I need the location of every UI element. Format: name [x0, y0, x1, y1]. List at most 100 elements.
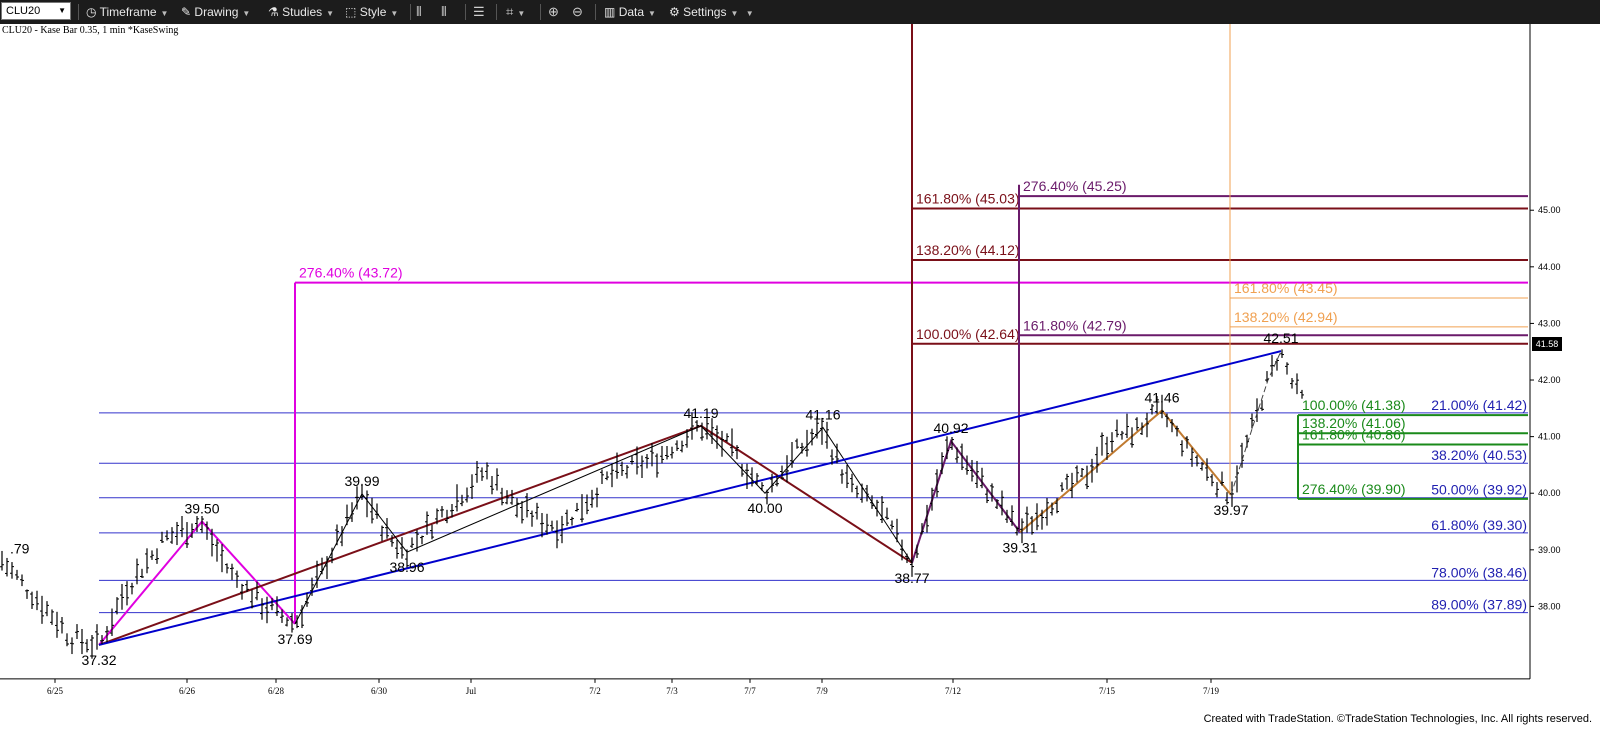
toolbar-divider — [540, 4, 541, 20]
studies-button[interactable]: ⚗ Studies ▼ — [268, 0, 334, 24]
retracement-label: 78.00% (38.46) — [1431, 564, 1527, 580]
price-bars — [0, 349, 1304, 659]
swing-label: 39.31 — [1002, 539, 1037, 555]
wave-line — [98, 350, 1282, 646]
y-tick-label: 43.00 — [1538, 318, 1561, 328]
style-button[interactable]: ⬚ Style ▼ — [345, 0, 398, 24]
wave-line — [98, 424, 913, 646]
toolbar-divider — [410, 4, 411, 20]
x-tick-label: 6/30 — [371, 686, 388, 696]
extension-label: 161.80% (42.79) — [1023, 317, 1127, 333]
gear-icon: ⚙ — [669, 5, 680, 19]
extension-label: 138.20% (41.06) — [1302, 415, 1406, 431]
y-tick-label: 44.00 — [1538, 262, 1561, 272]
x-tick-label: 6/25 — [47, 686, 64, 696]
swing-label: 37.69 — [277, 631, 312, 647]
chart-layout-icon[interactable]: ☰ — [473, 4, 485, 19]
pencil-icon: ✎ — [181, 5, 192, 19]
swing-label: 39.99 — [344, 473, 379, 489]
retracement-label: 38.20% (40.53) — [1431, 447, 1527, 463]
x-tick-label: Jul — [466, 686, 477, 696]
chevron-down-icon: ▼ — [160, 9, 169, 18]
clock-icon: ◷ — [86, 5, 97, 19]
overflow-chevron-icon: ▼ — [745, 9, 754, 18]
chevron-down-icon: ▼ — [58, 6, 66, 15]
swing-label: 41.19 — [683, 405, 718, 421]
y-tick-label: 41.00 — [1538, 432, 1561, 442]
study-label: CLU20 - Kase Bar 0.35, 1 min *KaseSwing — [2, 25, 179, 36]
y-tick-label: 40.00 — [1538, 488, 1561, 498]
studies-label: Studies — [282, 5, 323, 19]
drawing-button[interactable]: ✎ Drawing ▼ — [181, 0, 250, 24]
x-tick-label: 7/3 — [666, 686, 678, 696]
cursor-mode-icon[interactable]: ⌗ ▼ — [506, 4, 526, 19]
chevron-down-icon: ▼ — [730, 9, 739, 18]
extension-label: 276.40% (45.25) — [1023, 178, 1127, 194]
swing-label: 42.51 — [1263, 330, 1298, 346]
chevron-down-icon: ▼ — [390, 9, 399, 18]
extension-label: 161.80% (43.45) — [1234, 280, 1338, 296]
extension-label: 138.20% (42.94) — [1234, 309, 1338, 325]
x-tick-label: 7/2 — [589, 686, 601, 696]
swing-label: 39.97 — [1213, 502, 1248, 518]
data-label: Data — [618, 5, 645, 19]
settings-label: Settings — [683, 5, 727, 19]
swing-label: 39.50 — [184, 501, 219, 517]
x-tick-label: 7/19 — [1203, 686, 1220, 696]
toolbar-divider — [78, 4, 79, 20]
y-tick-label: 42.00 — [1538, 375, 1561, 385]
swing-label: .79 — [10, 541, 30, 557]
toolbar-divider — [465, 4, 466, 20]
extension-label: 161.80% (40.86) — [1302, 427, 1406, 443]
retracement-label: 61.80% (39.30) — [1431, 517, 1527, 533]
zoom-out-icon[interactable]: ⊖ — [572, 4, 583, 19]
extension-label: 100.00% (42.64) — [916, 326, 1020, 342]
drawing-label: Drawing — [194, 5, 239, 19]
style-label: Style — [359, 5, 387, 19]
current-price-tag: 41.58 — [1532, 337, 1562, 351]
wave-line — [98, 519, 296, 646]
flask-icon: ⚗ — [268, 5, 279, 19]
extension-label: 138.20% (44.12) — [916, 242, 1020, 258]
swing-label: 41.46 — [1144, 390, 1179, 406]
bar-chart-icon: ▥ — [604, 5, 616, 19]
extension-label: 100.00% (41.38) — [1302, 397, 1406, 413]
extension-label: 276.40% (39.90) — [1302, 481, 1406, 497]
y-tick-label: 45.00 — [1538, 205, 1561, 215]
settings-button[interactable]: ⚙ Settings ▼ ▼ — [669, 0, 754, 24]
x-tick-label: 6/28 — [268, 686, 285, 696]
chevron-down-icon: ▼ — [242, 9, 251, 18]
footer-copyright: Created with TradeStation. ©TradeStation… — [1203, 713, 1592, 725]
x-tick-label: 7/9 — [816, 686, 828, 696]
symbol-text: CLU20 — [6, 5, 41, 17]
retracement-label: 89.00% (37.89) — [1431, 597, 1527, 613]
x-tick-label: 7/15 — [1099, 686, 1116, 696]
extension-label: 161.80% (45.03) — [916, 191, 1020, 207]
swing-label: 38.77 — [894, 570, 929, 586]
extension-label: 276.40% (43.72) — [299, 265, 403, 281]
price-chart[interactable]: 38.00 39.00 40.00 41.00 42.00 43.00 44.00 45.00… — [0, 24, 1600, 714]
swing-label: 38.96 — [389, 559, 424, 575]
data-button[interactable]: ▥ Data ▼ — [604, 0, 656, 24]
x-tick-label: 7/7 — [744, 686, 756, 696]
projection-dashed-line — [1230, 350, 1282, 496]
swing-label: 40.00 — [747, 500, 782, 516]
toolbar: CLU20 ▼ ◷ Timeframe ▼ ✎ Drawing ▼ ⚗ Studie… — [0, 0, 1600, 24]
toolbar-divider — [496, 4, 497, 20]
swing-label: 37.32 — [81, 652, 116, 668]
swing-label: 40.92 — [933, 420, 968, 436]
bar-spacing-increase-icon[interactable]: ⦀ — [441, 4, 447, 19]
chevron-down-icon: ▼ — [326, 9, 335, 18]
zoom-in-icon[interactable]: ⊕ — [548, 4, 559, 19]
bar-spacing-decrease-icon[interactable]: ⦀ — [416, 4, 422, 19]
y-tick-label: 39.00 — [1538, 545, 1561, 555]
retracement-label: 21.00% (41.42) — [1431, 397, 1527, 413]
toolbar-divider — [595, 4, 596, 20]
symbol-input[interactable]: CLU20 ▼ — [1, 2, 71, 20]
swing-label: 41.16 — [805, 407, 840, 423]
x-tick-label: 7/12 — [945, 686, 961, 696]
y-tick-label: 38.00 — [1538, 601, 1561, 611]
retracement-label: 50.00% (39.92) — [1431, 482, 1527, 498]
chevron-down-icon: ▼ — [648, 9, 656, 18]
timeframe-button[interactable]: ◷ Timeframe ▼ — [86, 0, 168, 24]
